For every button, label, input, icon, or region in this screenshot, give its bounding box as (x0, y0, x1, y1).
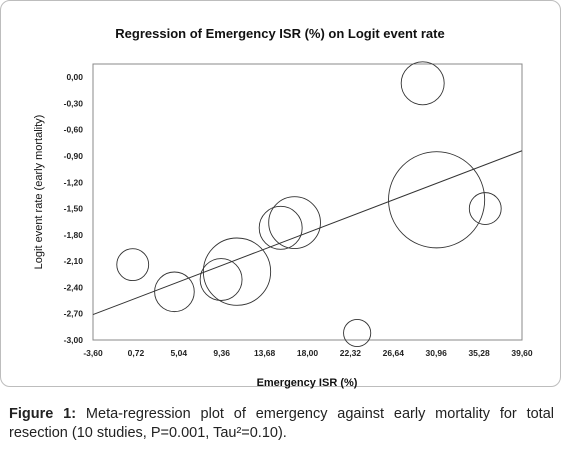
x-tick-label: 39,60 (511, 348, 533, 358)
study-bubble (154, 271, 195, 313)
x-tick-label: 22,32 (340, 348, 362, 358)
study-bubble (343, 318, 372, 348)
regression-line-group (92, 150, 523, 316)
caption-text: Meta-regression plot of emergency agains… (9, 406, 555, 441)
x-axis-title: Emergency ISR (%) (257, 377, 358, 389)
x-tick-label: -3,60 (83, 348, 103, 358)
study-bubble (388, 151, 486, 249)
bubble-group (116, 61, 502, 348)
y-tick-label: -1,50 (64, 204, 84, 214)
y-tick-label: -2,10 (64, 256, 84, 266)
caption-label: Figure 1: (9, 406, 77, 422)
y-tick-label: -2,70 (64, 309, 84, 319)
regression-line (92, 150, 523, 316)
x-tick-label: 18,00 (297, 348, 319, 358)
study-bubble (258, 205, 303, 250)
chart-plot: -3,60 0,72 5,04 9,36 13,68 18,00 22,32 26,64 30,… (33, 61, 533, 389)
y-tick-label: -1,80 (64, 230, 84, 240)
study-bubble (400, 61, 445, 106)
study-bubble (468, 192, 502, 225)
y-tick-label: -1,20 (64, 177, 84, 187)
y-tick-label: -0,30 (64, 98, 84, 108)
y-tick-label: 0,00 (66, 72, 83, 82)
chart-title: Regression of Emergency ISR (%) on Logit… (115, 26, 445, 41)
plot-area (92, 63, 523, 341)
x-tick-label: 35,28 (468, 348, 490, 358)
y-axis-title: Logit event rate (early mortality) (33, 115, 45, 270)
x-tick-label: 13,68 (254, 348, 276, 358)
x-tick-label: 26,64 (383, 348, 405, 358)
x-tick-label: 9,36 (213, 348, 230, 358)
x-tick-label: 30,96 (426, 348, 448, 358)
x-tick-label: 0,72 (128, 348, 145, 358)
figure-caption: Figure 1: Meta-regression plot of emerge… (9, 405, 554, 443)
x-tick-group: -3,60 0,72 5,04 9,36 13,68 18,00 22,32 26,64 30,… (83, 348, 533, 358)
y-tick-label: -2,40 (64, 282, 84, 292)
study-bubble (116, 248, 150, 282)
study-bubble (199, 258, 243, 301)
study-bubble (268, 196, 321, 249)
study-bubble (202, 237, 272, 306)
x-tick-label: 5,04 (171, 348, 188, 358)
y-tick-group: 0,00 -0,30 -0,60 -0,90 -1,20 -1,50 -1,80 -2,10 -… (64, 72, 84, 345)
y-tick-label: -0,60 (64, 125, 84, 135)
y-tick-label: -3,00 (64, 335, 84, 345)
y-tick-label: -0,90 (64, 151, 84, 161)
